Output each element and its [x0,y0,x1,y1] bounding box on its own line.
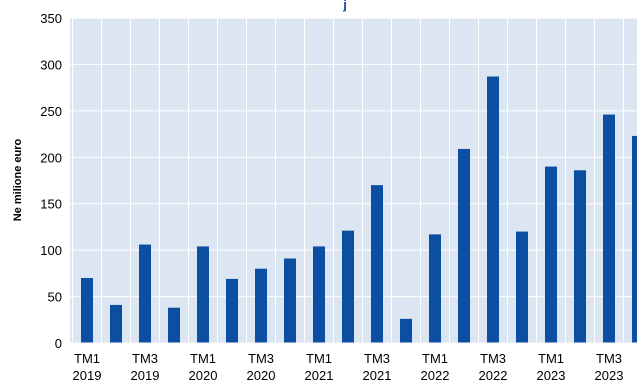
bar-tm4-2020 [284,258,296,343]
bar-tm4-2022 [516,231,528,343]
bar-tm3-2020 [255,268,267,343]
x-tick-label-quarter: TM1 [538,351,564,366]
bar-tm2-2020 [226,278,238,343]
bar-tm1-2020 [197,246,209,343]
x-tick-label-year: 2022 [421,368,450,383]
bar-tm2-2021 [342,230,354,343]
bar-tm2-2019 [110,304,122,343]
bar-tm4-2019 [168,307,180,343]
x-tick-label-year: 2019 [131,368,160,383]
x-tick-label-year: 2020 [189,368,218,383]
bar-tm3-2022 [487,76,499,343]
bar-tm4-2023 [632,135,637,343]
y-tick-label: 0 [55,336,62,351]
bar-tm4-2021 [400,318,412,343]
x-tick-label-year: 2019 [73,368,102,383]
x-tick-label-quarter: TM3 [596,351,622,366]
bar-tm3-2019 [139,244,151,343]
y-tick-label: 150 [40,197,62,212]
x-tick-label-quarter: TM1 [306,351,332,366]
x-tick-label-quarter: TM3 [132,351,158,366]
x-tick-label-quarter: TM1 [422,351,448,366]
bar-tm3-2023 [603,114,615,343]
bar-tm3-2021 [371,185,383,343]
x-tick-label-quarter: TM3 [248,351,274,366]
x-tick-label-year: 2020 [247,368,276,383]
y-axis-label: Ne milione euro [12,138,24,221]
y-tick-label: 200 [40,150,62,165]
x-tick-label-year: 2021 [305,368,334,383]
y-tick-label: 250 [40,104,62,119]
x-gridlines [72,18,624,343]
bar-tm1-2019 [81,278,93,343]
x-tick-label-quarter: TM3 [480,351,506,366]
x-tick-label-quarter: TM3 [364,351,390,366]
x-tick-label-year: 2023 [595,368,624,383]
bar-tm2-2022 [458,148,470,343]
x-tick-label-quarter: TM1 [190,351,216,366]
y-tick-label: 100 [40,243,62,258]
y-tick-label: 350 [40,11,62,26]
y-tick-label: 50 [48,290,62,305]
bar-tm2-2023 [574,170,586,343]
x-tick-label-year: 2021 [363,368,392,383]
chart-title-fragment: j [342,0,347,12]
y-tick-label: 300 [40,57,62,72]
x-tick-label-quarter: TM1 [74,351,100,366]
x-tick-labels: TM1 2019 TM3 2019 TM1 2020 TM3 2020 TM1 2021 TM3 20… [73,351,624,383]
x-tick-label-year: 2023 [537,368,566,383]
bar-tm1-2021 [313,246,325,343]
bar-tm1-2023 [545,166,557,343]
y-tick-labels: 0 50 100 150 200 250 300 350 [40,11,62,351]
x-tick-label-year: 2022 [479,368,508,383]
bar-tm1-2022 [429,234,441,343]
bars [81,76,637,343]
